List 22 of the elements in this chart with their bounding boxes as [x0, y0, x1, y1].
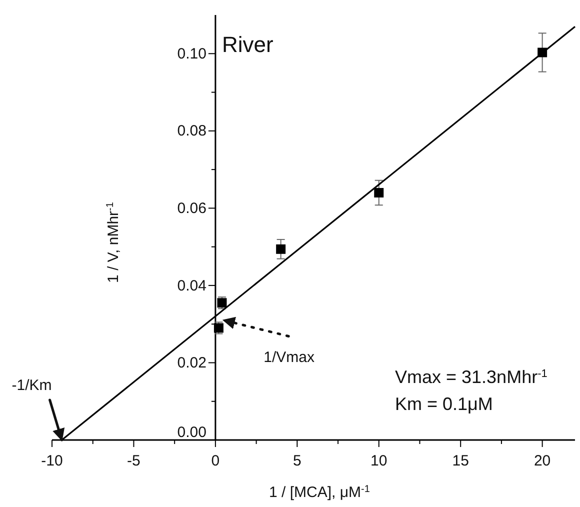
y-tick-label: 0.02 — [177, 354, 206, 372]
point — [374, 188, 384, 198]
annotation: Km = 0.1μM — [395, 394, 493, 414]
x-tick-label: 10 — [370, 452, 388, 470]
x-tick-label: 0 — [211, 452, 220, 470]
y-tick-label: 0.10 — [177, 45, 206, 62]
x-tick-label: 20 — [534, 452, 551, 470]
x-tick-label: -5 — [127, 452, 140, 470]
point — [276, 244, 286, 254]
y-tick-label: 0.04 — [177, 277, 206, 294]
y-tick-label: 0.00 — [177, 424, 206, 441]
x-tick-label: -10 — [41, 452, 63, 470]
x-tick-label: 5 — [292, 452, 302, 470]
y-tick-label: 0.08 — [177, 122, 206, 140]
annotation: Vmax = 31.3nMhr$^{-1}$ — [395, 367, 548, 387]
x-axis-title: 1 / [MCA], μM$^{-1}$ — [269, 484, 370, 501]
x-tick-label: 15 — [452, 452, 469, 470]
annotation: River — [222, 32, 274, 57]
annotation: -1/Km — [12, 377, 52, 394]
point — [214, 323, 224, 333]
annotation: 1/Vmax — [264, 349, 315, 366]
y-tick-label: 0.06 — [177, 200, 206, 217]
